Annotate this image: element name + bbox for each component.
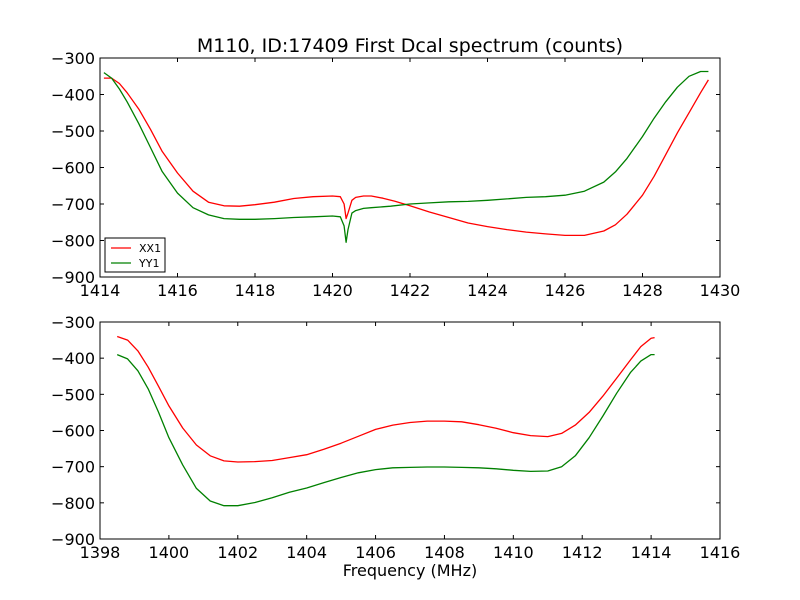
y-tick-label: −900 — [51, 530, 95, 549]
x-tick-label: 1414 — [80, 281, 121, 300]
x-tick-label: 1416 — [700, 543, 741, 562]
y-tick-label: −300 — [51, 49, 95, 68]
y-tick-label: −600 — [51, 422, 95, 441]
legend-box — [104, 237, 166, 273]
x-tick-label: 1402 — [217, 543, 258, 562]
x-tick-label: 1424 — [467, 281, 508, 300]
x-tick-label: 1408 — [424, 543, 465, 562]
y-tick-label: −700 — [51, 458, 95, 477]
y-tick-label: −400 — [51, 86, 95, 105]
x-tick-label: 1426 — [545, 281, 586, 300]
bottom-panel: 1398 1400 1402 1404 1406 1408 1410 1412 1414 1416… — [51, 313, 740, 580]
x-tick-label: 1400 — [149, 543, 190, 562]
x-tick-label: 1404 — [286, 543, 327, 562]
x-tick-label: 1414 — [631, 543, 672, 562]
x-tick-label: 1420 — [312, 281, 353, 300]
series-line-yy1 — [103, 70, 709, 243]
x-tick-label: 1412 — [562, 543, 603, 562]
x-tick-label: 1418 — [235, 281, 276, 300]
y-tick-label: −400 — [51, 349, 95, 368]
x-tick-label: 1416 — [157, 281, 198, 300]
x-axis-label: Frequency (MHz) — [343, 561, 477, 580]
legend-label-xx1: XX1 — [139, 242, 161, 255]
x-tick-label: 1410 — [493, 543, 534, 562]
top-panel: 1414 1416 1418 1420 1422 1424 1426 1428 1430 −300… — [51, 35, 740, 300]
chart-title: M110, ID:17409 First Dcal spectrum (coun… — [197, 35, 623, 57]
series-line-green — [116, 353, 655, 507]
y-tick-label: −300 — [51, 313, 95, 332]
y-tick-label: −500 — [51, 385, 95, 404]
x-tick-label: 1422 — [390, 281, 431, 300]
x-tick-label: 1398 — [80, 543, 121, 562]
y-tick-label: −900 — [51, 268, 95, 287]
x-tick-label: 1406 — [355, 543, 396, 562]
y-tick-label: −800 — [51, 494, 95, 513]
x-tick-label: 1430 — [700, 281, 741, 300]
y-tick-label: −500 — [51, 122, 95, 141]
y-tick-label: −600 — [51, 159, 95, 178]
y-tick-label: −800 — [51, 232, 95, 251]
series-line-xx1 — [103, 77, 709, 237]
y-tick-label: −700 — [51, 195, 95, 214]
series-line-red — [116, 335, 655, 463]
x-tick-label: 1428 — [622, 281, 663, 300]
legend-label-yy1: YY1 — [138, 257, 159, 270]
